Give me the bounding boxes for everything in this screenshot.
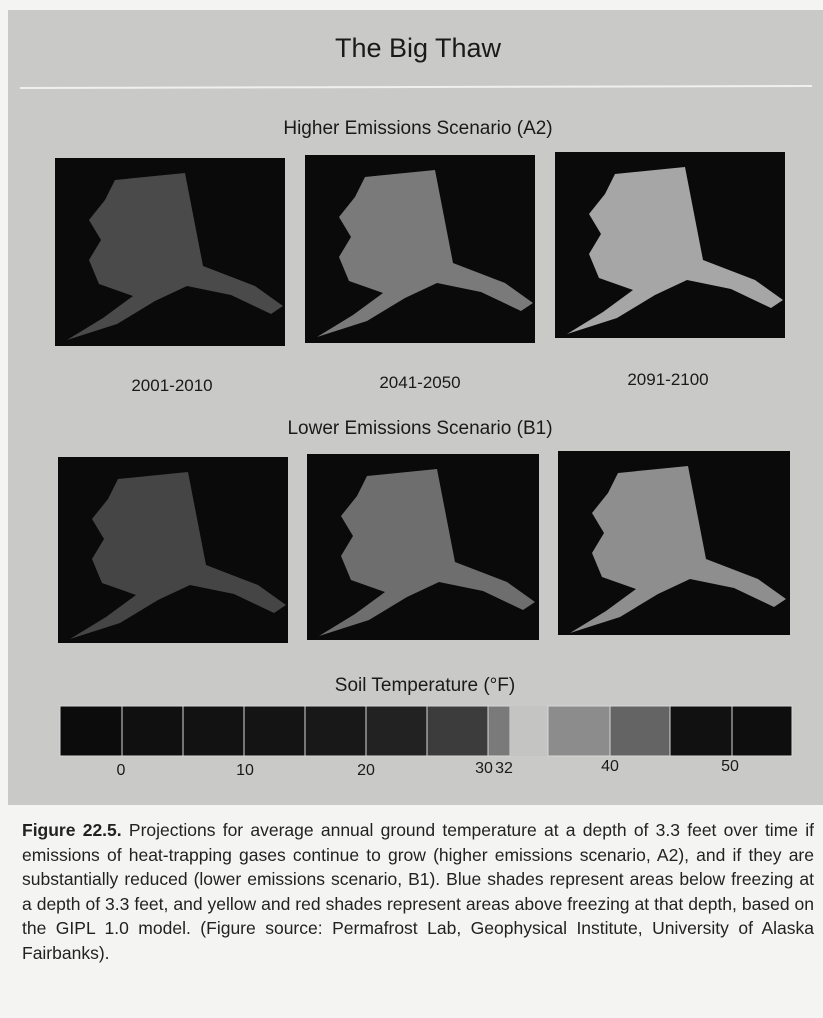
scale-cell bbox=[548, 706, 610, 756]
scale-cell bbox=[305, 706, 366, 756]
scale-cell bbox=[610, 706, 670, 756]
scale-cell bbox=[670, 706, 732, 756]
title-rule bbox=[20, 86, 812, 88]
scale-tick: 50 bbox=[721, 758, 739, 776]
scale-cell bbox=[732, 706, 792, 756]
period-label: 2091-2100 bbox=[627, 370, 708, 390]
scale-cell bbox=[510, 706, 548, 756]
scale-tick: 30 bbox=[475, 760, 493, 778]
page: The Big Thaw Higher Emissions Scenario (… bbox=[0, 0, 823, 1018]
caption: Figure 22.5. Projections for average ann… bbox=[22, 818, 814, 965]
scale-tick: 0 bbox=[117, 762, 126, 780]
scale-cell bbox=[183, 706, 244, 756]
scale-cell bbox=[244, 706, 305, 756]
scenario-label: Higher Emissions Scenario (A2) bbox=[283, 118, 552, 140]
scale-tick: 40 bbox=[601, 758, 619, 776]
period-label: 2041-2050 bbox=[379, 373, 460, 393]
scale-cell bbox=[488, 706, 510, 756]
map-row-a2 bbox=[55, 152, 785, 346]
scenario-label: Lower Emissions Scenario (B1) bbox=[287, 418, 552, 440]
color-scale bbox=[60, 706, 792, 756]
scale-cell bbox=[427, 706, 488, 756]
scale-tick: 20 bbox=[357, 762, 375, 780]
legend-title: Soil Temperature (°F) bbox=[335, 675, 515, 697]
scale-cell bbox=[122, 706, 183, 756]
scale-tick: 10 bbox=[236, 762, 254, 780]
title: The Big Thaw bbox=[335, 33, 501, 64]
scale-cell bbox=[366, 706, 427, 756]
scale-cell bbox=[60, 706, 122, 756]
caption-text: Projections for average annual ground te… bbox=[22, 820, 814, 963]
map-row-b1 bbox=[58, 451, 790, 643]
scale-tick: 32 bbox=[495, 760, 513, 778]
period-label: 2001-2010 bbox=[131, 376, 212, 396]
caption-label: Figure 22.5. bbox=[22, 820, 122, 840]
